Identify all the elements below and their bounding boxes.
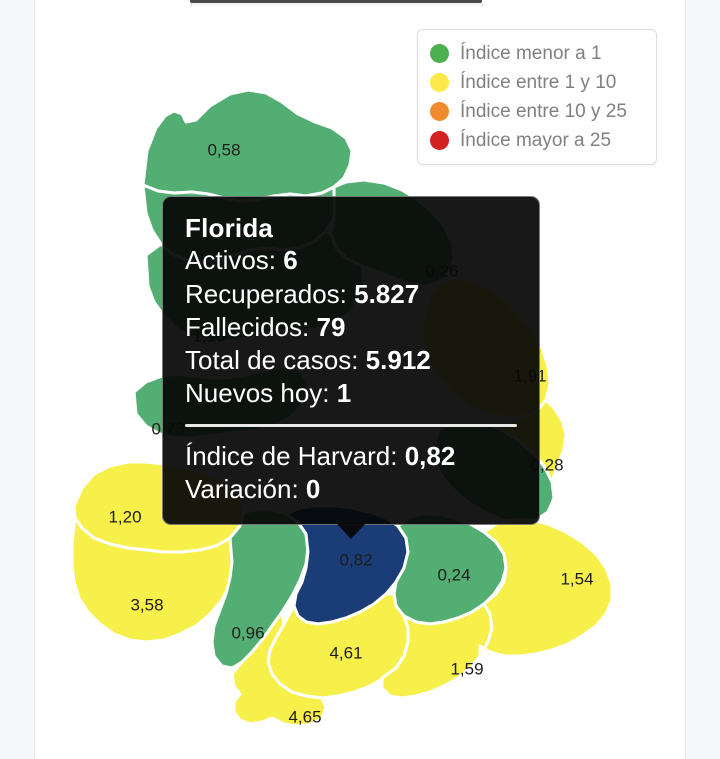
tooltip-variacion-label: Variación: <box>185 474 299 504</box>
tooltip-activos-value: 6 <box>283 245 298 276</box>
region-colonia[interactable] <box>70 516 236 644</box>
tooltip-divider <box>185 423 517 427</box>
top-cutoff-chip-inner <box>191 3 483 6</box>
legend-item-3[interactable]: Índice mayor a 25 <box>430 126 644 155</box>
region-artigas[interactable] <box>141 88 354 203</box>
tooltip-total-label: Total de casos: <box>185 345 359 376</box>
tooltip-row-nuevos: Nuevos hoy: 1 <box>185 377 517 410</box>
tooltip-indice-label: Índice de Harvard: <box>185 440 398 471</box>
region-este[interactable] <box>478 518 614 658</box>
circle-icon <box>430 73 449 92</box>
circle-icon <box>430 44 449 63</box>
tooltip-recuperados-label: Recuperados: <box>185 278 347 309</box>
legend-item-label: Índice menor a 1 <box>460 43 602 64</box>
tooltip-arrow-icon <box>336 523 366 540</box>
legend-item-label: Índice mayor a 25 <box>460 130 612 151</box>
map-legend: Índice menor a 1 Índice entre 1 y 10 Índ… <box>417 29 657 165</box>
tooltip-activos-label: Activos: <box>185 245 277 276</box>
tooltip-row-total: Total de casos: 5.912 <box>185 344 517 377</box>
legend-item-2[interactable]: Índice entre 10 y 25 <box>430 97 644 126</box>
tooltip-variacion-value: 0 <box>305 474 321 504</box>
tooltip-nuevos-value: 1 <box>336 378 352 409</box>
legend-item-1[interactable]: Índice entre 1 y 10 <box>430 68 644 97</box>
tooltip-fallecidos-value: 79 <box>316 311 346 342</box>
tooltip-row-fallecidos: Fallecidos: 79 <box>185 311 517 344</box>
circle-icon <box>430 102 449 121</box>
legend-item-0[interactable]: Índice menor a 1 <box>430 39 644 68</box>
tooltip-row-activos: Activos: 6 <box>185 244 517 277</box>
tooltip-title: Florida <box>185 213 274 243</box>
tooltip-total-value: 5.912 <box>365 345 431 376</box>
circle-icon <box>430 131 449 150</box>
tooltip-row-variacion: Variación: 0 <box>185 473 517 506</box>
tooltip-row-indice: Índice de Harvard: 0,82 <box>185 440 517 473</box>
legend-item-label: Índice entre 10 y 25 <box>460 101 627 122</box>
top-cutoff-chip[interactable] <box>190 0 482 4</box>
tooltip-fallecidos-label: Fallecidos: <box>185 311 310 342</box>
legend-item-label: Índice entre 1 y 10 <box>460 72 617 93</box>
region-canelones[interactable] <box>230 610 328 728</box>
tooltip-indice-value: 0,82 <box>404 440 456 471</box>
tooltip-row-recuperados: Recuperados: 5.827 <box>185 278 517 311</box>
tooltip-nuevos-label: Nuevos hoy: <box>185 378 330 409</box>
tooltip-recuperados-value: 5.827 <box>354 278 420 309</box>
region-tooltip: Florida Activos: 6 Recuperados: 5.827 Fa… <box>162 196 540 540</box>
